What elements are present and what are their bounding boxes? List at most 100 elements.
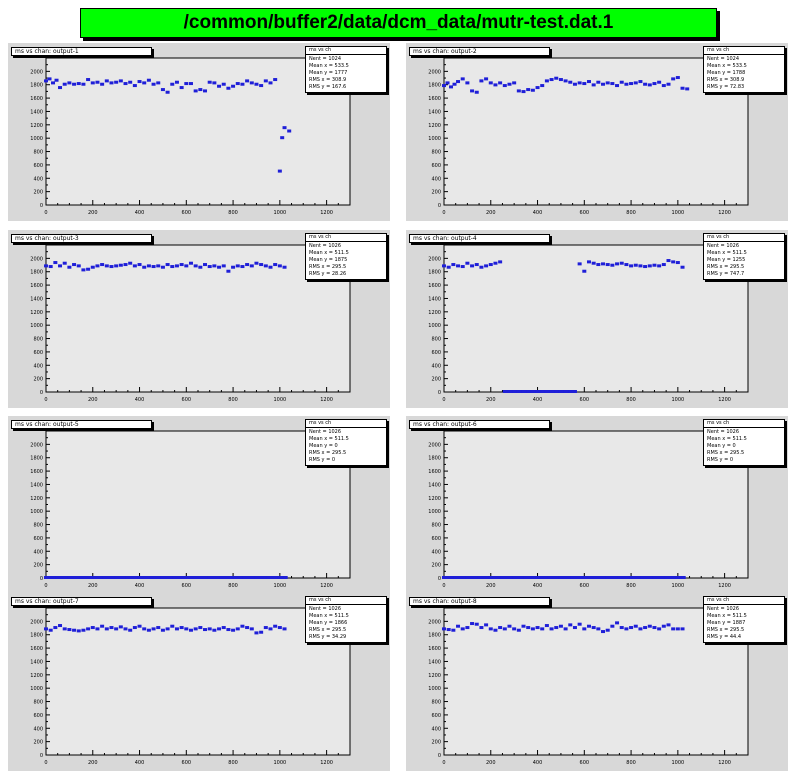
data-point xyxy=(259,263,264,267)
y-tick-label: 0 xyxy=(438,203,441,209)
plot-panel-1: 0 200 400 600 800 1000 1200 1400 1600 1800 2000 0 20… xyxy=(8,43,390,221)
stats-line: RMS y = 28.26 xyxy=(309,271,347,277)
y-tick-label: 600 xyxy=(33,713,43,719)
stats-line: RMS y = 44.4 xyxy=(707,634,742,640)
x-tick-label: 200 xyxy=(88,397,98,403)
data-point xyxy=(446,265,451,269)
data-point xyxy=(104,627,109,631)
stats-line: Nent = 1026 xyxy=(707,606,740,612)
data-point xyxy=(95,264,100,268)
data-point xyxy=(582,82,587,86)
plot-panel-5: 0 200 400 600 800 1000 1200 1400 1600 1800 2000 0 20… xyxy=(8,416,390,594)
data-point xyxy=(638,627,643,631)
data-point xyxy=(558,78,563,82)
y-tick-label: 400 xyxy=(33,549,43,555)
data-point xyxy=(268,265,273,269)
x-tick-label: 400 xyxy=(533,760,543,766)
stats-line: RMS y = 747.7 xyxy=(707,271,745,277)
data-point xyxy=(240,265,245,269)
plot-svg: 0 200 400 600 800 1000 1200 1400 1600 1800 2000 0 20… xyxy=(30,430,351,589)
canvas-title: /common/buffer2/data/dcm_data/mutr-test.… xyxy=(80,8,717,38)
data-point xyxy=(217,84,222,88)
data-point xyxy=(282,627,287,631)
data-point xyxy=(62,261,67,265)
data-point xyxy=(160,88,165,92)
stats-name: ms vs ch xyxy=(704,597,784,605)
x-tick-label: 600 xyxy=(182,760,192,766)
data-point xyxy=(477,576,490,579)
data-point xyxy=(254,82,259,86)
stats-line: Mean x = 511.5 xyxy=(707,436,747,442)
y-tick-label: 1200 xyxy=(30,310,43,316)
y-tick-label: 200 xyxy=(33,740,43,746)
data-point xyxy=(657,264,662,268)
plot-frame xyxy=(443,57,749,206)
stats-name: ms vs ch xyxy=(306,597,386,605)
data-point xyxy=(484,264,489,268)
data-point xyxy=(217,627,222,631)
data-point xyxy=(652,626,657,630)
data-point xyxy=(179,626,184,630)
data-point xyxy=(535,576,549,579)
data-point xyxy=(235,264,240,268)
y-tick-label: 200 xyxy=(431,740,441,746)
x-tick-label: 1200 xyxy=(718,210,731,216)
data-point xyxy=(86,267,91,271)
x-tick-label: 400 xyxy=(135,760,145,766)
y-tick-label: 1600 xyxy=(428,646,441,652)
x-tick-label: 400 xyxy=(135,397,145,403)
data-point xyxy=(100,82,105,86)
data-point xyxy=(240,82,245,86)
data-point xyxy=(184,82,189,86)
x-tick-label: 1200 xyxy=(320,760,333,766)
y-tick-label: 200 xyxy=(33,377,43,383)
data-point xyxy=(563,390,570,393)
data-point xyxy=(465,626,470,630)
stats-line: Mean x = 511.5 xyxy=(309,613,349,619)
data-point xyxy=(282,265,287,269)
data-point xyxy=(268,627,273,631)
data-point xyxy=(242,576,256,579)
data-point xyxy=(502,84,507,88)
data-point xyxy=(90,81,95,85)
data-point xyxy=(544,390,551,393)
data-point xyxy=(680,627,685,631)
stats-line: Mean x = 511.5 xyxy=(707,250,747,256)
plot-svg: 0 200 400 600 800 1000 1200 1400 1600 1800 2000 0 20… xyxy=(428,244,749,403)
data-point xyxy=(184,576,197,579)
data-point xyxy=(666,259,671,263)
y-tick-label: 2000 xyxy=(428,442,441,448)
data-point xyxy=(67,628,72,632)
x-tick-label: 0 xyxy=(44,583,47,589)
data-point xyxy=(184,264,189,268)
data-point xyxy=(591,626,596,630)
data-point xyxy=(102,576,116,579)
data-point xyxy=(470,622,475,626)
y-tick-label: 1000 xyxy=(30,136,43,142)
data-point xyxy=(629,626,634,630)
y-tick-label: 0 xyxy=(438,576,441,582)
data-point xyxy=(488,263,493,267)
y-tick-label: 200 xyxy=(431,377,441,383)
y-tick-label: 600 xyxy=(431,350,441,356)
x-tick-label: 1200 xyxy=(320,583,333,589)
data-point xyxy=(568,390,574,393)
y-tick-label: 600 xyxy=(431,536,441,542)
data-point xyxy=(521,90,526,94)
plot-panel-6: 0 200 400 600 800 1000 1200 1400 1600 1800 2000 0 20… xyxy=(406,416,788,594)
y-tick-label: 600 xyxy=(33,536,43,542)
data-point xyxy=(67,81,72,85)
plot-frame xyxy=(45,607,351,756)
data-point xyxy=(165,90,170,94)
plot-frame xyxy=(45,244,351,393)
data-point xyxy=(196,576,209,579)
data-point xyxy=(652,82,657,86)
data-point xyxy=(188,261,193,265)
y-tick-label: 1400 xyxy=(428,659,441,665)
data-point xyxy=(570,576,584,579)
data-point xyxy=(577,262,582,266)
data-point xyxy=(104,79,109,83)
data-point xyxy=(132,84,137,88)
x-tick-label: 1200 xyxy=(718,583,731,589)
plot-svg: 0 200 400 600 800 1000 1200 1400 1600 1800 2000 0 20… xyxy=(428,607,749,766)
